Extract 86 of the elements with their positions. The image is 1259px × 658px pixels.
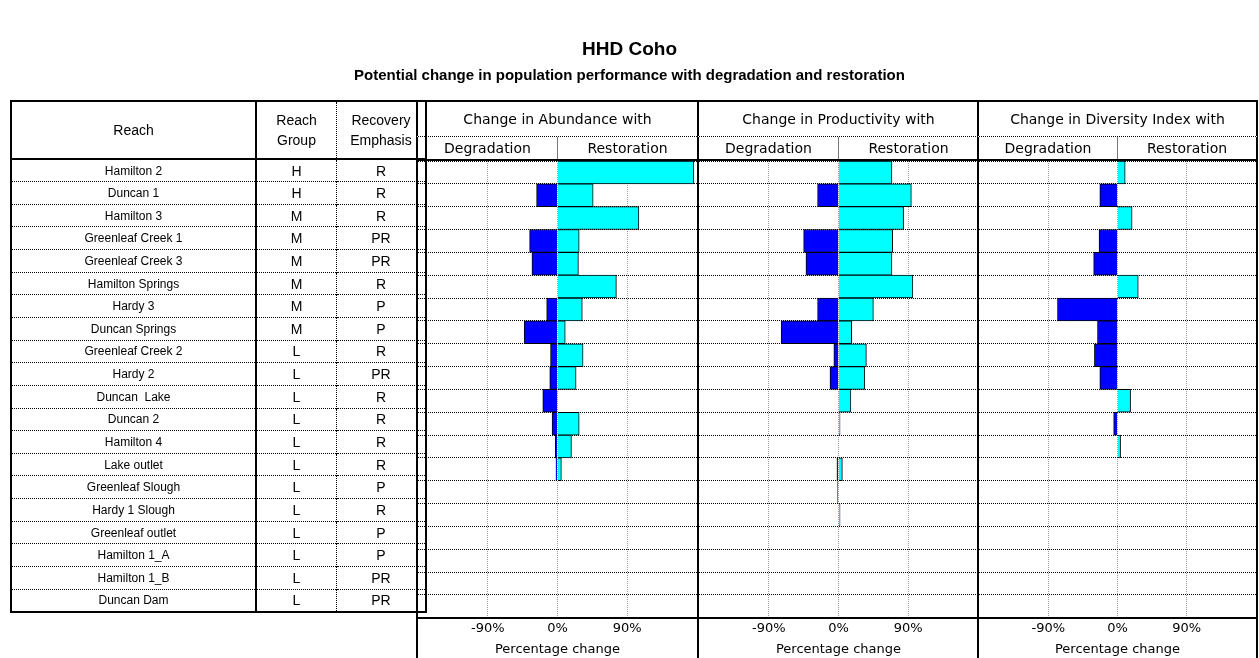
text: R	[375, 388, 387, 405]
text: R	[375, 343, 387, 360]
x-tick-label: 90%	[893, 619, 923, 635]
text: H	[291, 184, 302, 201]
text: Lake outlet	[104, 457, 163, 472]
series-label: Restoration	[1117, 137, 1256, 159]
text: R	[375, 207, 387, 224]
text: M	[290, 320, 303, 337]
text: P	[376, 524, 386, 541]
text: M	[290, 275, 303, 292]
x-tick-label: 90%	[612, 619, 642, 635]
text: HHD Coho	[581, 38, 678, 60]
x-axis-title: Percentage change	[494, 640, 621, 656]
text: Duncan 2	[107, 412, 160, 427]
x-tick-label: 0%	[547, 619, 568, 635]
text: L	[292, 343, 301, 360]
text: Greenleaf Slough	[86, 480, 181, 495]
x-axis-title: Percentage change	[775, 640, 902, 656]
text: Duncan Dam	[98, 593, 169, 608]
text: Hamilton 2	[104, 163, 163, 178]
x-tick-label: 0%	[1107, 619, 1128, 635]
x-tick-label: -90%	[470, 619, 505, 635]
text: Greenleaf Creek 2	[84, 344, 183, 359]
text: Duncan 1	[107, 185, 160, 200]
text: Hamilton 4	[104, 435, 163, 449]
text: P	[376, 298, 386, 315]
text: R	[375, 501, 387, 518]
x-tick-label: -90%	[1031, 619, 1066, 635]
text: Degradation	[1003, 139, 1093, 158]
text: R	[375, 275, 387, 292]
text: P	[376, 479, 386, 496]
text: L	[292, 501, 301, 518]
text: L	[292, 388, 301, 405]
text: L	[292, 411, 301, 428]
text: R	[375, 184, 387, 201]
text: L	[292, 366, 301, 383]
text: Greenleaf Creek 1	[84, 231, 183, 246]
text: Degradation	[443, 139, 532, 158]
text: Degradation	[724, 139, 813, 158]
text: Greenleaf Creek 3	[84, 253, 183, 268]
text: H	[291, 162, 302, 179]
chart-title: Change in Productivity with	[697, 100, 978, 137]
text: L	[292, 592, 301, 609]
category-label: Reach	[11, 101, 256, 159]
x-tick-label: -90%	[751, 619, 786, 635]
text: PR	[371, 366, 391, 383]
text: P	[376, 547, 386, 564]
text: PR	[371, 569, 391, 586]
text: L	[292, 547, 301, 564]
text: L	[292, 524, 301, 541]
x-tick-label: 90%	[1172, 619, 1202, 635]
category-label: Recovery Emphasis	[336, 101, 426, 159]
text: Greenleaf outlet	[90, 525, 177, 540]
text: M	[290, 207, 303, 224]
text: Hamilton Springs	[87, 276, 180, 291]
chart-title: Change in Abundance with	[416, 100, 697, 137]
chart-title: Change in Diversity Index with	[977, 100, 1258, 137]
x-axis-title: Percentage change	[1054, 640, 1181, 656]
text: R	[375, 411, 387, 428]
text: PR	[371, 592, 391, 609]
text: L	[292, 434, 301, 450]
text: R	[375, 162, 387, 179]
text: Duncan Springs	[90, 321, 177, 336]
text: Duncan Lake	[96, 389, 171, 404]
text: Hamilton 3	[104, 208, 163, 223]
text: Hardy 1 Slough	[92, 502, 175, 517]
text: R	[375, 456, 387, 473]
text: Hamilton 1_B	[97, 570, 170, 585]
x-tick-label: 0%	[828, 619, 849, 635]
text: Potential change in population performance with degradation and restoration	[353, 66, 906, 83]
text: R	[375, 434, 387, 450]
category-label: Reach Group	[256, 101, 337, 159]
series-label: Restoration	[557, 137, 697, 159]
text: M	[290, 252, 303, 269]
text: P	[376, 320, 386, 337]
text: L	[292, 456, 301, 473]
text: M	[290, 298, 303, 315]
text: PR	[371, 252, 391, 269]
text: M	[290, 230, 303, 247]
text: Hardy 2	[112, 367, 155, 382]
text: L	[292, 479, 301, 496]
series-label: Restoration	[838, 137, 978, 159]
text: Hardy 3	[112, 299, 155, 314]
text: Hamilton 1_A	[97, 548, 170, 563]
text: L	[292, 569, 301, 586]
text: PR	[371, 230, 391, 247]
